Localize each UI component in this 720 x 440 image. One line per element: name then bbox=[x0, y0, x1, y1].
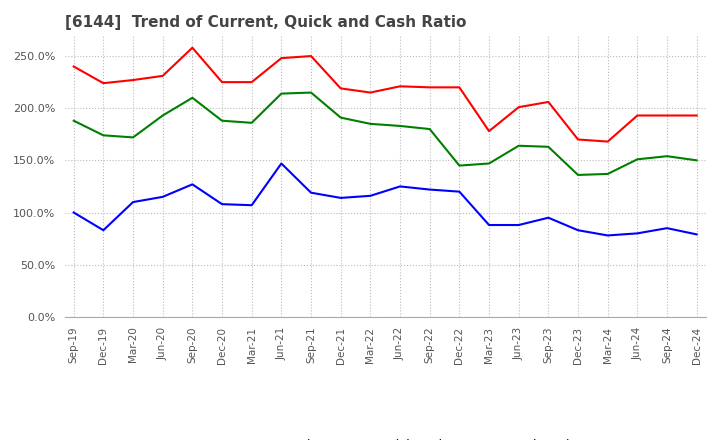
Cash Ratio bbox=[426, 187, 434, 192]
Cash Ratio bbox=[633, 231, 642, 236]
Quick Ratio bbox=[633, 157, 642, 162]
Quick Ratio bbox=[366, 121, 374, 126]
Cash Ratio bbox=[693, 232, 701, 237]
Quick Ratio bbox=[277, 91, 286, 96]
Current Ratio bbox=[366, 90, 374, 95]
Cash Ratio bbox=[248, 202, 256, 208]
Cash Ratio bbox=[188, 182, 197, 187]
Line: Current Ratio: Current Ratio bbox=[73, 48, 697, 142]
Cash Ratio bbox=[217, 202, 226, 207]
Text: [6144]  Trend of Current, Quick and Cash Ratio: [6144] Trend of Current, Quick and Cash … bbox=[65, 15, 466, 30]
Cash Ratio bbox=[69, 210, 78, 215]
Cash Ratio bbox=[603, 233, 612, 238]
Current Ratio bbox=[485, 128, 493, 134]
Current Ratio bbox=[426, 85, 434, 90]
Quick Ratio bbox=[99, 133, 108, 138]
Quick Ratio bbox=[574, 172, 582, 178]
Current Ratio bbox=[603, 139, 612, 144]
Cash Ratio bbox=[396, 184, 405, 189]
Quick Ratio bbox=[455, 163, 464, 168]
Current Ratio bbox=[248, 80, 256, 85]
Cash Ratio bbox=[99, 227, 108, 233]
Current Ratio bbox=[544, 99, 553, 105]
Current Ratio bbox=[336, 86, 345, 91]
Quick Ratio bbox=[514, 143, 523, 148]
Quick Ratio bbox=[544, 144, 553, 150]
Cash Ratio bbox=[129, 199, 138, 205]
Current Ratio bbox=[129, 77, 138, 83]
Current Ratio bbox=[69, 64, 78, 69]
Quick Ratio bbox=[217, 118, 226, 123]
Current Ratio bbox=[662, 113, 671, 118]
Line: Quick Ratio: Quick Ratio bbox=[73, 92, 697, 175]
Current Ratio bbox=[633, 113, 642, 118]
Current Ratio bbox=[217, 80, 226, 85]
Cash Ratio bbox=[366, 193, 374, 198]
Cash Ratio bbox=[336, 195, 345, 201]
Current Ratio bbox=[455, 85, 464, 90]
Quick Ratio bbox=[693, 158, 701, 163]
Current Ratio bbox=[99, 81, 108, 86]
Cash Ratio bbox=[485, 222, 493, 227]
Legend: Current Ratio, Quick Ratio, Cash Ratio: Current Ratio, Quick Ratio, Cash Ratio bbox=[189, 434, 582, 440]
Current Ratio bbox=[574, 137, 582, 142]
Current Ratio bbox=[693, 113, 701, 118]
Current Ratio bbox=[277, 55, 286, 61]
Cash Ratio bbox=[277, 161, 286, 166]
Quick Ratio bbox=[188, 95, 197, 100]
Current Ratio bbox=[158, 73, 167, 78]
Cash Ratio bbox=[574, 227, 582, 233]
Cash Ratio bbox=[662, 226, 671, 231]
Quick Ratio bbox=[336, 115, 345, 120]
Cash Ratio bbox=[158, 194, 167, 199]
Current Ratio bbox=[396, 84, 405, 89]
Quick Ratio bbox=[603, 171, 612, 176]
Quick Ratio bbox=[662, 154, 671, 159]
Current Ratio bbox=[188, 45, 197, 50]
Quick Ratio bbox=[485, 161, 493, 166]
Quick Ratio bbox=[129, 135, 138, 140]
Quick Ratio bbox=[307, 90, 315, 95]
Line: Cash Ratio: Cash Ratio bbox=[73, 164, 697, 235]
Quick Ratio bbox=[248, 120, 256, 125]
Current Ratio bbox=[307, 53, 315, 59]
Quick Ratio bbox=[69, 118, 78, 123]
Quick Ratio bbox=[396, 123, 405, 128]
Cash Ratio bbox=[455, 189, 464, 194]
Cash Ratio bbox=[307, 190, 315, 195]
Quick Ratio bbox=[426, 126, 434, 132]
Current Ratio bbox=[514, 105, 523, 110]
Cash Ratio bbox=[514, 222, 523, 227]
Quick Ratio bbox=[158, 113, 167, 118]
Cash Ratio bbox=[544, 215, 553, 220]
